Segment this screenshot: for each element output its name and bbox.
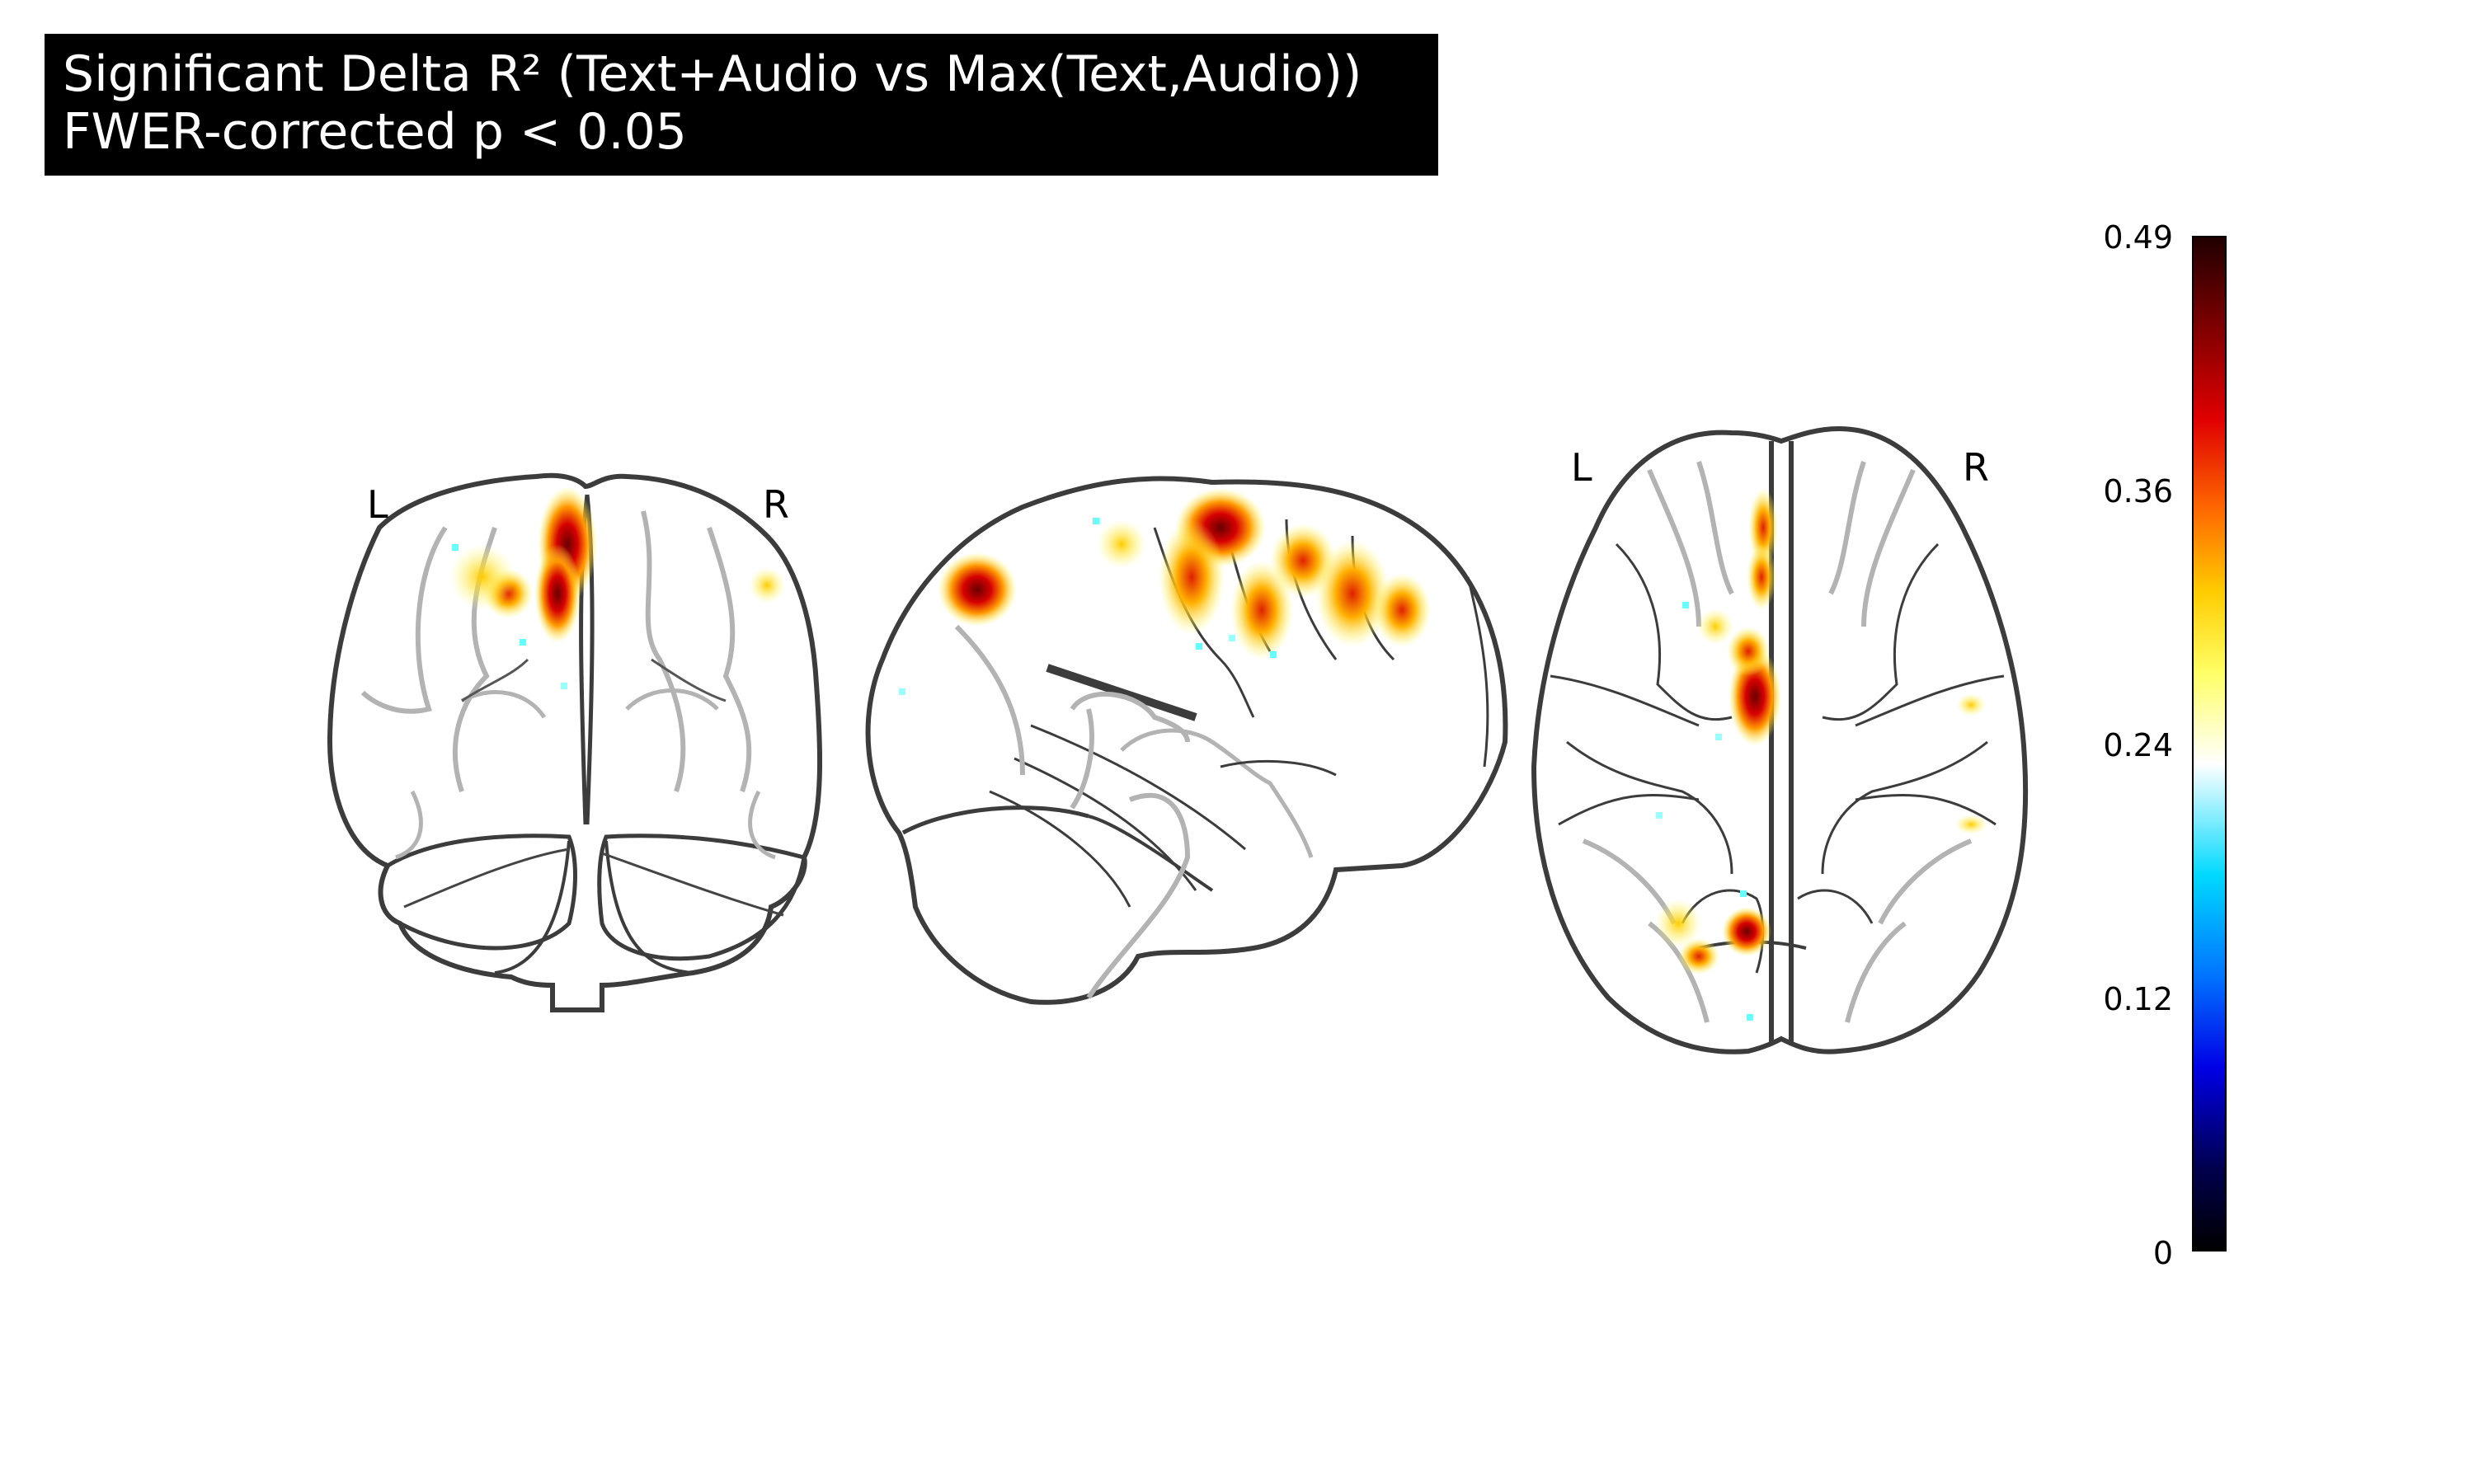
axial-brain-outline (1531, 425, 2029, 1054)
title-line-2: FWER-corrected p < 0.05 (63, 103, 687, 161)
colorbar-tick-label: 0.24 (2103, 727, 2173, 763)
figure-title-box: Significant Delta R² (Text+Audio vs Max(… (45, 34, 1438, 176)
colorbar-tick-label: 0.49 (2103, 219, 2173, 256)
axial-view (1531, 425, 2029, 1054)
sagittal-brain-outline (865, 476, 1508, 1005)
title-line-1: Significant Delta R² (Text+Audio vs Max(… (63, 45, 1362, 103)
coronal-left-label: L (367, 482, 388, 527)
colorbar-tick-label: 0.36 (2103, 473, 2173, 510)
sagittal-view (865, 476, 1508, 1005)
coronal-right-label: R (763, 482, 789, 527)
coronal-view (327, 472, 823, 1012)
colorbar-tick-label: 0 (2152, 1235, 2173, 1271)
colorbar (2192, 236, 2227, 1252)
colorbar-tick-label: 0.12 (2103, 981, 2173, 1017)
axial-left-label: L (1571, 445, 1592, 490)
coronal-brain-outline (327, 472, 823, 1012)
coronal-cerebellum (386, 834, 807, 961)
axial-right-label: R (1963, 445, 1989, 490)
